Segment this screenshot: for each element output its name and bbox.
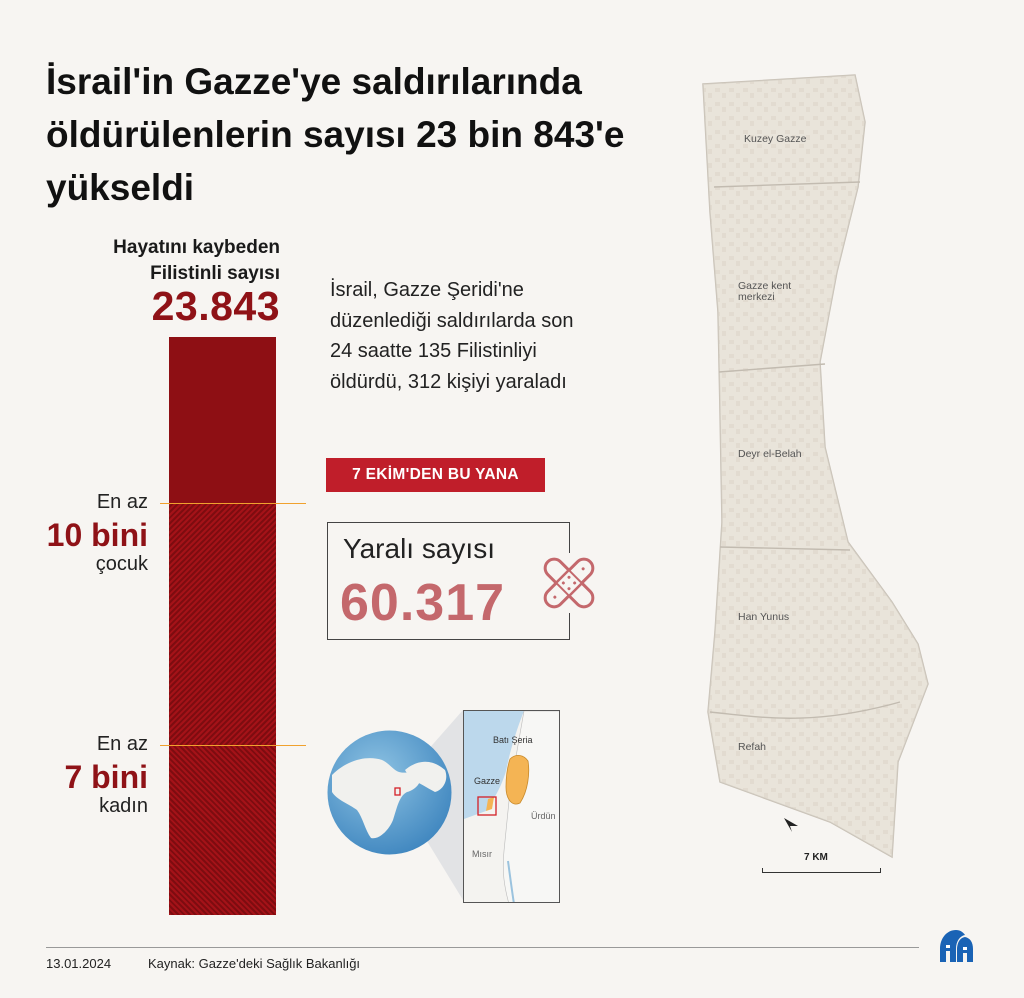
bandage-icon [537, 553, 601, 613]
inset-label-egypt: Mısır [472, 849, 492, 859]
footer-divider [46, 947, 919, 948]
since-badge: 7 EKİM'DEN BU YANA [326, 458, 545, 492]
gaza-strip-map [702, 74, 929, 859]
wounded-value: 60.317 [340, 574, 506, 632]
inset-region-map: Batı Şeria Gazze Ürdün Mısır [463, 710, 560, 903]
deaths-label: Hayatını kaybeden Filistinli sayısı [113, 237, 280, 284]
footer-date: 13.01.2024 [46, 956, 112, 971]
scale-bar [762, 868, 881, 873]
page-title: İsrail'in Gazze'ye saldırılarında öldürü… [46, 61, 625, 208]
globe-icon [327, 730, 452, 855]
women-value: 7 bini [64, 759, 148, 796]
map-label-khan-yunis: Han Yunus [738, 611, 790, 623]
footer-source: Kaynak: Gazze'deki Sağlık Bakanlığı [148, 956, 361, 971]
children-value: 10 bini [46, 516, 148, 553]
children-pre-label: En az [96, 490, 148, 513]
deaths-bar-other-segment [169, 337, 276, 503]
map-label-rafah: Refah [738, 741, 767, 753]
deaths-bar [169, 337, 276, 915]
north-arrow-icon [784, 818, 798, 832]
description-text: İsrail, Gazze Şeridi'ne düzenlediği sald… [330, 279, 574, 393]
deaths-value: 23.843 [151, 283, 280, 329]
deaths-bar-children-segment [169, 502, 276, 746]
inset-label-jordan: Ürdün [531, 811, 556, 821]
map-label-north-gaza: Kuzey Gazze [744, 133, 807, 145]
women-pre-label: En az [96, 733, 148, 756]
children-post-label: çocuk [95, 552, 148, 575]
children-marker-line [160, 502, 306, 504]
wounded-box [327, 522, 570, 640]
wounded-label: Yaralı sayısı [343, 533, 495, 564]
map-label-deir-al-balah: Deyr el-Belah [738, 448, 802, 460]
map-label-gaza-city: Gazze kent merkezi [738, 280, 792, 303]
inset-label-gaza: Gazze [474, 776, 501, 786]
scale-label: 7 KM [804, 852, 828, 863]
women-marker-line [160, 745, 306, 747]
women-post-label: kadın [99, 795, 148, 818]
deaths-bar-women-segment [169, 745, 276, 915]
aa-logo-icon [937, 927, 975, 965]
inset-label-west-bank: Batı Şeria [493, 735, 533, 745]
